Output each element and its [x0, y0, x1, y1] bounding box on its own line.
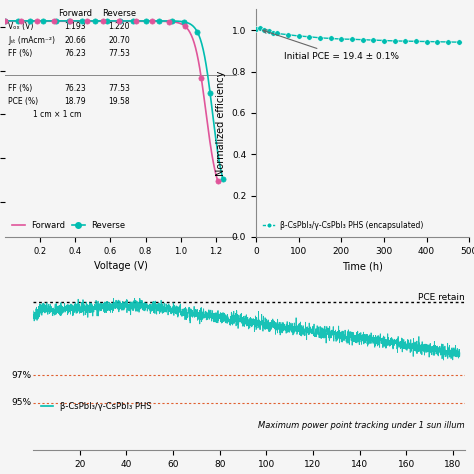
- Point: [116, 18, 123, 25]
- Point: [256, 24, 264, 32]
- Point: [444, 38, 452, 46]
- X-axis label: Voltage (V): Voltage (V): [94, 261, 148, 271]
- Point: [78, 17, 85, 25]
- Text: 77.53: 77.53: [108, 49, 130, 58]
- Point: [265, 27, 273, 35]
- Point: [1, 18, 9, 25]
- Point: [369, 36, 377, 44]
- Point: [327, 35, 335, 42]
- Point: [52, 17, 60, 25]
- Text: Initial PCE = 19.4 ± 0.1%: Initial PCE = 19.4 ± 0.1%: [263, 30, 399, 61]
- Text: 20.66: 20.66: [64, 36, 86, 45]
- Point: [348, 36, 356, 43]
- Point: [273, 30, 281, 37]
- Legend: Forward, Reverse: Forward, Reverse: [9, 217, 129, 233]
- Point: [83, 18, 91, 25]
- Text: 1.193: 1.193: [64, 22, 86, 31]
- Point: [380, 36, 388, 44]
- Point: [401, 37, 409, 45]
- Point: [142, 17, 150, 25]
- Point: [337, 35, 345, 43]
- Text: PCE (%): PCE (%): [8, 97, 38, 106]
- X-axis label: Time (h): Time (h): [342, 261, 383, 271]
- Text: 77.53: 77.53: [108, 84, 130, 93]
- Point: [316, 34, 324, 42]
- Point: [165, 18, 173, 25]
- Point: [433, 38, 441, 46]
- Point: [295, 32, 302, 40]
- Point: [206, 89, 214, 97]
- Point: [65, 17, 73, 25]
- Text: 18.79: 18.79: [64, 97, 86, 106]
- Text: Reverse: Reverse: [102, 9, 136, 18]
- Text: 76.23: 76.23: [64, 49, 86, 58]
- Point: [132, 18, 139, 25]
- Point: [214, 177, 221, 184]
- Point: [129, 17, 137, 25]
- Point: [168, 17, 175, 25]
- Text: PCE retain: PCE retain: [418, 293, 465, 302]
- Point: [99, 18, 107, 25]
- Point: [269, 29, 277, 36]
- Y-axis label: Normalized efficiency: Normalized efficiency: [216, 71, 226, 176]
- Point: [91, 17, 99, 25]
- Point: [181, 22, 189, 30]
- Text: Maximum power point tracking under 1 sun illum: Maximum power point tracking under 1 sun…: [258, 421, 465, 430]
- Point: [50, 18, 58, 25]
- Point: [1, 17, 9, 25]
- Text: FF (%): FF (%): [8, 49, 33, 58]
- Point: [39, 17, 47, 25]
- Point: [423, 38, 430, 46]
- Point: [34, 18, 41, 25]
- Point: [104, 17, 111, 25]
- Point: [252, 25, 260, 33]
- Point: [261, 26, 268, 34]
- Text: 19.58: 19.58: [108, 97, 130, 106]
- Text: 1 cm × 1 cm: 1 cm × 1 cm: [33, 110, 82, 119]
- Point: [305, 33, 313, 41]
- Point: [14, 17, 21, 25]
- Text: 95%: 95%: [11, 398, 31, 407]
- Text: 97%: 97%: [11, 371, 31, 380]
- Point: [391, 37, 398, 45]
- Text: Vₒₓ (V): Vₒₓ (V): [8, 22, 34, 31]
- Text: 1.220: 1.220: [109, 22, 130, 31]
- Point: [455, 38, 463, 46]
- Text: 20.70: 20.70: [108, 36, 130, 45]
- Point: [219, 175, 227, 182]
- Point: [18, 18, 25, 25]
- Legend: β-CsPbI₃/γ-CsPbI₃ PHS: β-CsPbI₃/γ-CsPbI₃ PHS: [37, 399, 155, 415]
- Text: 76.23: 76.23: [64, 84, 86, 93]
- Text: FF (%): FF (%): [8, 84, 33, 93]
- Point: [284, 31, 292, 38]
- Point: [66, 18, 74, 25]
- Point: [148, 18, 156, 25]
- Point: [27, 17, 34, 25]
- Text: b: b: [224, 0, 234, 1]
- Text: Jₛₜ (mAcm⁻²): Jₛₜ (mAcm⁻²): [8, 36, 55, 45]
- Point: [155, 17, 163, 25]
- Text: Forward: Forward: [58, 9, 92, 18]
- Point: [359, 36, 366, 44]
- Point: [117, 17, 124, 25]
- Point: [193, 28, 201, 36]
- Point: [181, 18, 188, 26]
- Point: [198, 74, 205, 82]
- Legend: β-CsPbI₃/γ-CsPbI₃ PHS (encapsulated): β-CsPbI₃/γ-CsPbI₃ PHS (encapsulated): [260, 218, 427, 233]
- Point: [412, 37, 420, 45]
